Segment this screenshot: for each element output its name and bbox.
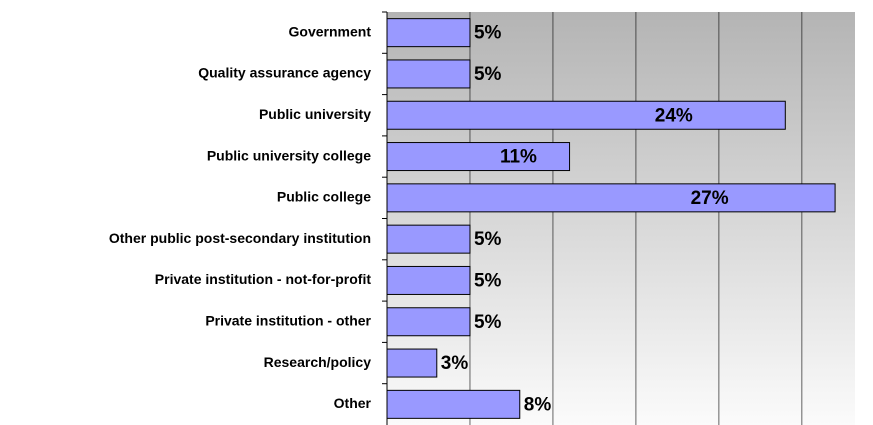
y-tick-label: Quality assurance agency — [198, 65, 371, 81]
bar — [386, 183, 836, 213]
y-tick-label: Other public post-secondary institution — [109, 230, 371, 246]
bar — [386, 224, 471, 254]
bar — [386, 142, 571, 172]
data-label: 27% — [691, 188, 729, 209]
data-label: 8% — [524, 394, 552, 415]
bar — [386, 59, 471, 89]
data-label: 11% — [500, 147, 537, 168]
y-tick-label: Other — [334, 395, 372, 411]
y-tick-label: Private institution - other — [205, 312, 371, 328]
data-label: 5% — [474, 229, 502, 250]
data-label: 5% — [474, 270, 502, 291]
y-tick-label: Private institution - not-for-profit — [155, 271, 372, 287]
data-label: 5% — [474, 312, 502, 333]
y-tick-label: Government — [289, 23, 372, 39]
bar — [386, 265, 471, 295]
bar — [386, 348, 438, 378]
data-label: 3% — [441, 353, 469, 374]
y-tick-label: Public college — [277, 189, 371, 205]
y-tick-label: Research/policy — [264, 354, 372, 370]
y-tick-label: Public university — [259, 106, 371, 122]
y-tick-label: Public university college — [207, 147, 371, 163]
data-label: 24% — [655, 105, 693, 126]
bar — [386, 18, 471, 48]
data-label: 5% — [474, 64, 502, 85]
bar — [386, 100, 786, 130]
bar — [386, 307, 471, 337]
data-label: 5% — [474, 23, 502, 44]
bar — [386, 389, 521, 419]
